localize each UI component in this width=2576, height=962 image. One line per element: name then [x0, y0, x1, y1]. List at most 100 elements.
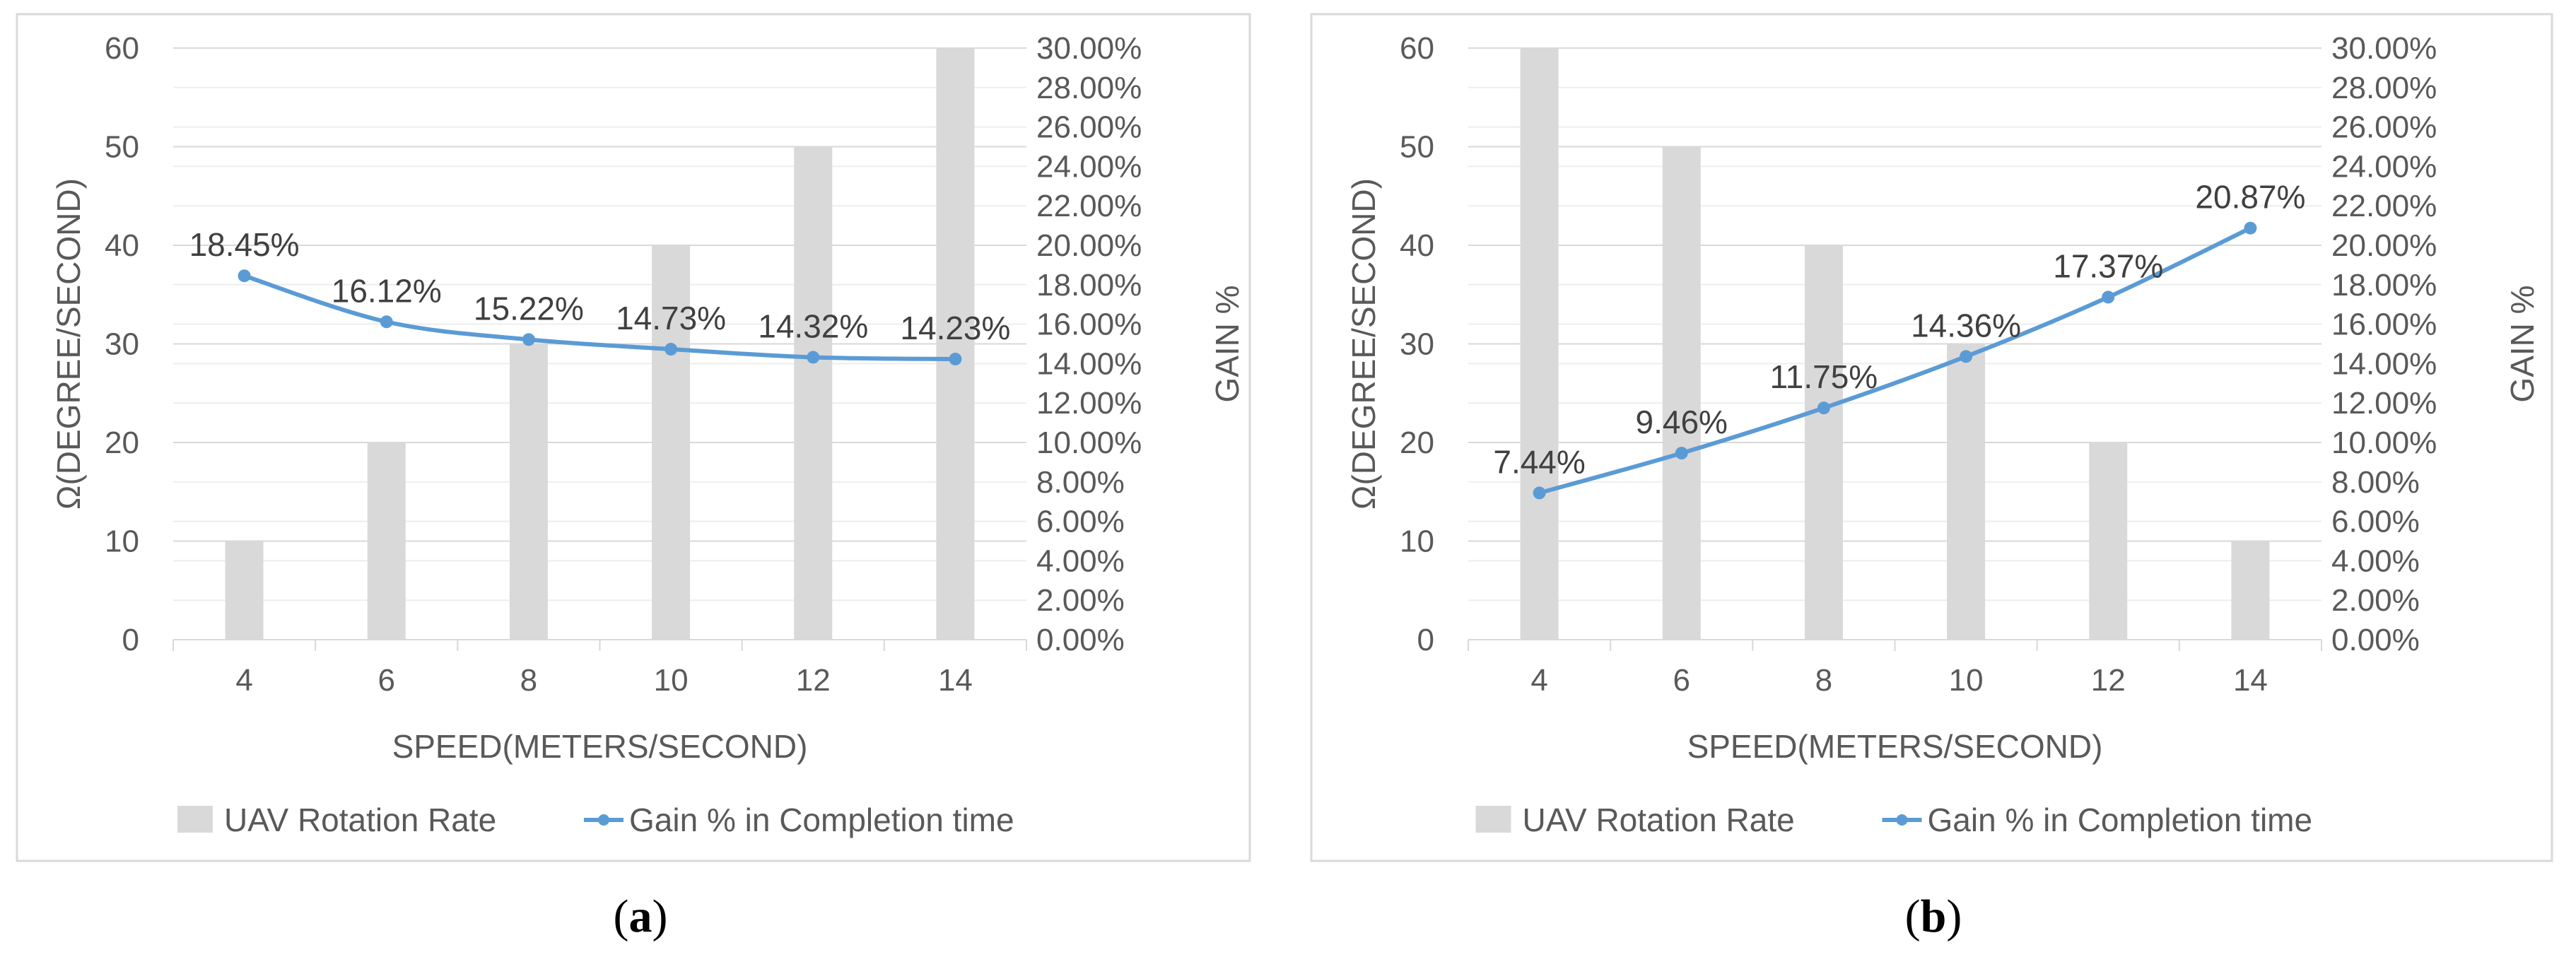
- y-tick-label: 60: [105, 31, 139, 66]
- y2-tick-label: 20.00%: [1036, 228, 1142, 263]
- y2-tick-label: 0.00%: [2331, 623, 2420, 657]
- y-axis-title: Ω(DEGREE/SECOND): [50, 178, 87, 510]
- y-tick-label: 60: [1400, 31, 1434, 66]
- legend-swatch-bar: [177, 806, 213, 833]
- data-label-gain: 17.37%: [2053, 247, 2163, 284]
- data-label-gain: 14.32%: [758, 307, 868, 344]
- bar-uav-rotation-rate: [225, 541, 264, 640]
- y2-tick-label: 18.00%: [2331, 268, 2437, 303]
- y-tick-label: 50: [1400, 130, 1434, 165]
- line-point-gain: [1817, 401, 1830, 415]
- y-tick-label: 40: [1400, 228, 1434, 263]
- y2-tick-label: 6.00%: [2331, 505, 2420, 539]
- bar-uav-rotation-rate: [652, 245, 691, 640]
- line-point-gain: [1533, 486, 1546, 500]
- y-tick-label: 40: [105, 228, 139, 263]
- y2-tick-label: 22.00%: [1036, 189, 1142, 223]
- y2-tick-label: 26.00%: [2331, 110, 2437, 145]
- legend-label-bar: UAV Rotation Rate: [1523, 802, 1795, 838]
- y2-tick-label: 30.00%: [2331, 31, 2437, 66]
- panel-caption: (b): [1905, 891, 1962, 942]
- y2-tick-label: 16.00%: [2331, 307, 2437, 342]
- line-point-gain: [1675, 447, 1688, 460]
- bar-uav-rotation-rate: [367, 442, 406, 640]
- y2-tick-label: 30.00%: [1036, 31, 1142, 66]
- data-label-gain: 15.22%: [474, 290, 584, 327]
- line-gain-completion-time: [1537, 225, 2253, 495]
- x-tick-label: 6: [1673, 663, 1690, 698]
- x-tick-label: 14: [2233, 663, 2268, 698]
- y2-tick-label: 6.00%: [1036, 505, 1125, 539]
- y2-axis-title: GAIN %: [1209, 285, 1246, 402]
- y2-tick-label: 4.00%: [1036, 544, 1125, 578]
- y-tick-label: 10: [1400, 524, 1434, 559]
- y2-tick-label: 2.00%: [1036, 583, 1125, 618]
- line-point-gain: [949, 352, 962, 365]
- panel-caption: (a): [614, 891, 668, 942]
- bar-uav-rotation-rate: [1804, 245, 1843, 640]
- line-point-gain: [2244, 221, 2257, 235]
- y2-tick-label: 18.00%: [1036, 268, 1142, 303]
- legend-label-line: Gain % in Completion time: [629, 802, 1014, 838]
- x-axis-title: SPEED(METERS/SECOND): [392, 728, 808, 765]
- x-axis-title: SPEED(METERS/SECOND): [1687, 728, 2103, 765]
- x-tick-label: 4: [235, 663, 252, 698]
- line-point-gain: [380, 315, 393, 329]
- y2-tick-label: 14.00%: [1036, 346, 1142, 381]
- chart-frame: [16, 13, 1251, 862]
- line-point-gain: [665, 343, 678, 356]
- legend-swatch-marker: [1896, 814, 1908, 826]
- y2-axis-title: GAIN %: [2504, 285, 2541, 402]
- data-label-gain: 14.73%: [616, 300, 726, 336]
- y2-tick-label: 10.00%: [2331, 426, 2437, 460]
- x-tick-label: 10: [1949, 663, 1984, 698]
- line-point-gain: [522, 333, 535, 346]
- y2-tick-label: 26.00%: [1036, 110, 1142, 145]
- y-tick-label: 30: [105, 327, 139, 362]
- line-point-gain: [1960, 350, 1973, 363]
- x-tick-label: 6: [378, 663, 395, 698]
- y2-tick-label: 10.00%: [1036, 426, 1142, 460]
- y2-tick-label: 8.00%: [2331, 465, 2420, 500]
- data-label-gain: 7.44%: [1493, 443, 1585, 480]
- bar-uav-rotation-rate: [1662, 146, 1701, 640]
- y-tick-label: 0: [122, 623, 139, 657]
- y2-tick-label: 14.00%: [2331, 346, 2437, 381]
- data-label-gain: 20.87%: [2195, 179, 2305, 216]
- chart-panel-a: 0 10 20 30 40 50 60 0.00% 2.00% 4.00% 6.00% 8.00% 10…: [16, 13, 1251, 942]
- y-tick-label: 20: [1400, 426, 1434, 460]
- y-tick-label: 10: [105, 524, 139, 559]
- panel-caption-letter: a: [629, 891, 652, 942]
- data-label-gain: 16.12%: [332, 272, 442, 309]
- chart-frame: [1310, 13, 2553, 862]
- panel-caption-letter: b: [1921, 891, 1947, 942]
- data-label-gain: 18.45%: [189, 226, 300, 263]
- y2-tick-label: 28.00%: [1036, 71, 1142, 105]
- x-tick-label: 14: [938, 663, 973, 698]
- y2-tick-label: 16.00%: [1036, 307, 1142, 342]
- y2-tick-label: 24.00%: [2331, 149, 2437, 184]
- y2-tick-label: 22.00%: [2331, 189, 2437, 223]
- y2-tick-label: 12.00%: [1036, 386, 1142, 421]
- y2-tick-label: 28.00%: [2331, 71, 2437, 105]
- y2-tick-label: 24.00%: [1036, 149, 1142, 184]
- bar-uav-rotation-rate: [1947, 344, 1986, 640]
- y-axis-title: Ω(DEGREE/SECOND): [1345, 178, 1382, 510]
- y2-tick-label: 12.00%: [2331, 386, 2437, 421]
- x-tick-label: 8: [1815, 663, 1832, 698]
- bar-uav-rotation-rate: [509, 344, 548, 640]
- legend-label-line: Gain % in Completion time: [1928, 802, 2313, 838]
- x-tick-label: 12: [796, 663, 831, 698]
- y2-tick-label: 8.00%: [1036, 465, 1125, 500]
- line-point-gain: [807, 351, 820, 364]
- data-label-gain: 11.75%: [1770, 358, 1878, 395]
- x-tick-label: 4: [1530, 663, 1547, 698]
- line-gain-completion-time: [242, 274, 958, 361]
- legend-label-bar: UAV Rotation Rate: [224, 802, 496, 838]
- bar-uav-rotation-rate: [2089, 442, 2128, 640]
- bar-uav-rotation-rate: [936, 48, 975, 640]
- bar-uav-rotation-rate: [2231, 541, 2270, 640]
- y-tick-label: 30: [1400, 327, 1434, 362]
- y2-tick-label: 4.00%: [2331, 544, 2420, 578]
